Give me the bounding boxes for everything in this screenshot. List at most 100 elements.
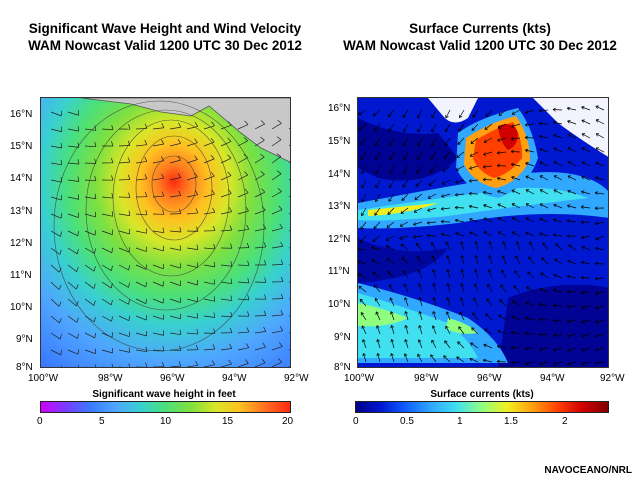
wind-barb	[118, 144, 131, 147]
wind-barb-feather	[245, 359, 249, 364]
current-arrow	[389, 165, 395, 175]
wind-barb-feather	[245, 206, 249, 212]
current-arrow-head	[567, 333, 571, 338]
wind-barb-feather	[213, 261, 216, 267]
current-arrow-head	[473, 283, 478, 287]
wind-barb	[186, 264, 198, 268]
right-lat-8: 8°N	[334, 362, 351, 373]
current-arrow	[483, 217, 493, 223]
wind-barb	[271, 361, 283, 367]
current-arrow-head	[552, 318, 556, 323]
left-lat-16: 16°N	[10, 109, 33, 120]
current-arrow-head	[429, 169, 433, 173]
current-arrow	[456, 356, 465, 363]
current-arrow	[403, 123, 409, 133]
wind-barb-feather	[261, 188, 266, 193]
current-arrow	[581, 191, 591, 195]
current-arrow	[460, 241, 465, 251]
current-arrow-head	[458, 128, 462, 132]
current-arrow-head	[511, 176, 515, 180]
current-arrow	[553, 347, 563, 351]
wind-barb	[67, 298, 77, 307]
wind-barb	[186, 159, 198, 164]
current-arrow	[595, 119, 605, 125]
wind-barb	[203, 315, 215, 318]
wind-barb-feather	[59, 318, 62, 324]
current-arrow-head	[403, 283, 407, 287]
current-arrow-head	[580, 260, 585, 265]
current-arrow-head	[567, 189, 571, 194]
current-arrow-head	[524, 122, 528, 127]
current-arrow-head	[372, 113, 377, 117]
wind-barb-feather	[244, 188, 249, 194]
right-lat-14: 14°N	[328, 169, 351, 180]
current-arrow-head	[358, 286, 363, 290]
current-arrow-head	[431, 325, 436, 329]
current-arrow	[457, 341, 465, 349]
current-arrow-head	[375, 156, 379, 161]
wind-barb-feather	[111, 175, 114, 181]
current-arrow	[416, 165, 423, 174]
current-arrow	[502, 255, 507, 265]
wind-barb-feather	[110, 299, 113, 305]
current-arrow	[581, 246, 591, 251]
current-arrow	[525, 162, 535, 167]
current-arrow-head	[389, 297, 393, 301]
wind-barb	[271, 330, 283, 334]
current-arrow	[400, 244, 409, 251]
current-arrow-head	[471, 127, 475, 131]
current-arrow	[388, 123, 395, 132]
wind-barb-feather	[128, 282, 130, 288]
current-arrow-head	[389, 142, 393, 147]
wind-barb	[135, 281, 147, 288]
current-arrow-head	[497, 203, 501, 207]
current-arrow	[391, 325, 395, 335]
wind-barb-feather	[161, 123, 165, 128]
current-arrow	[539, 135, 549, 139]
wind-barb	[85, 366, 87, 367]
current-arrow-head	[510, 330, 515, 335]
current-arrow-head	[444, 142, 448, 146]
current-arrow	[401, 193, 409, 201]
current-arrow	[359, 235, 367, 243]
wind-barb	[186, 194, 198, 198]
wind-barb	[203, 364, 215, 367]
current-arrow-head	[412, 234, 416, 239]
wind-barb-feather	[262, 206, 266, 211]
wind-barb	[186, 212, 198, 215]
wind-barb	[102, 366, 105, 367]
wind-barb	[118, 264, 129, 271]
wind-barb	[84, 264, 95, 272]
current-arrow-head	[459, 114, 463, 119]
wind-barb	[220, 264, 232, 267]
current-arrow-head	[387, 113, 392, 118]
wind-barb	[152, 264, 164, 270]
current-arrow	[567, 361, 577, 365]
left-lat-10: 10°N	[10, 302, 33, 313]
current-arrow-head	[358, 260, 361, 264]
current-arrow	[553, 234, 563, 237]
current-arrow-head	[418, 283, 422, 287]
wind-barb	[271, 245, 283, 249]
wind-barb	[203, 211, 215, 215]
wind-barb	[220, 229, 232, 232]
current-arrow-head	[426, 233, 430, 238]
current-arrow-head	[472, 114, 476, 118]
wind-barb-feather	[94, 248, 96, 254]
current-arrow	[419, 311, 423, 321]
wind-barb-feather	[94, 141, 97, 147]
wind-barb	[254, 174, 265, 181]
wind-barb-feather	[178, 361, 182, 367]
current-arrow-head	[595, 236, 599, 241]
current-arrow-head	[486, 298, 490, 302]
current-arrow-head	[385, 237, 390, 241]
current-arrow-head	[399, 223, 404, 227]
current-arrow	[403, 165, 409, 174]
current-arrow	[433, 283, 437, 293]
current-arrow	[525, 203, 535, 209]
current-arrow	[385, 245, 395, 251]
left-lat-13: 13°N	[10, 206, 33, 217]
wind-barb	[118, 230, 130, 235]
wind-barb-feather	[243, 171, 249, 176]
wind-barb	[169, 126, 181, 130]
